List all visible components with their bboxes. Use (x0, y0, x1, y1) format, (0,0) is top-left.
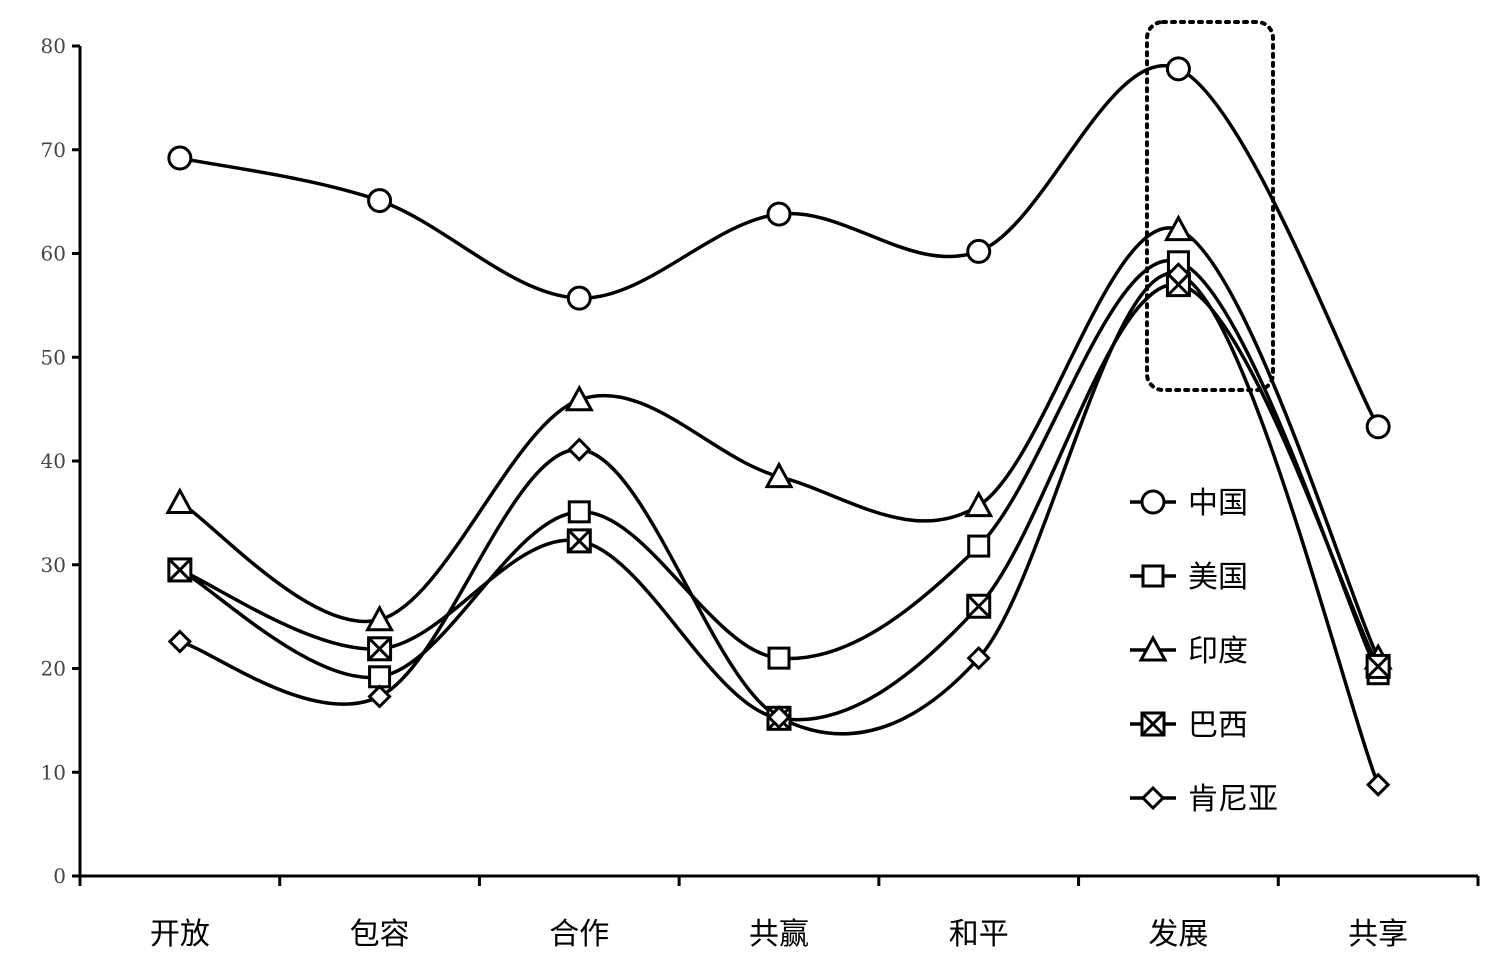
data-point (367, 188, 393, 214)
series-line-2 (178, 226, 1380, 659)
legend-item: 肯尼亚 (1130, 782, 1278, 817)
legend-label: 中国 (1188, 486, 1248, 521)
data-point (167, 629, 192, 654)
data-point (165, 487, 195, 514)
y-tick-label: 20 (41, 657, 66, 681)
legend-marker (1138, 634, 1168, 662)
data-point (1365, 653, 1391, 679)
data-point (167, 557, 193, 583)
legend-marker (1140, 489, 1166, 515)
data-point (367, 684, 392, 709)
series-line-4 (179, 271, 1380, 786)
x-tick-label: 共享 (1348, 917, 1408, 952)
y-tick-label: 50 (41, 345, 66, 369)
highlight-box (1145, 20, 1275, 392)
data-point (767, 646, 791, 670)
series-markers (165, 56, 1393, 797)
x-tick-label: 合作 (549, 917, 609, 952)
data-point (1163, 214, 1193, 242)
data-point (1166, 262, 1191, 287)
series-line-1 (179, 258, 1380, 680)
x-tick-label: 包容 (350, 917, 410, 952)
data-point (566, 285, 592, 311)
x-tick-label: 和平 (949, 917, 1009, 952)
legend-item: 中国 (1130, 486, 1248, 521)
legend-marker (1140, 711, 1166, 737)
data-point (964, 490, 994, 518)
legend-item: 美国 (1130, 560, 1248, 595)
data-point (1165, 56, 1191, 82)
legend-label: 肯尼亚 (1188, 782, 1278, 817)
y-tick-label: 80 (41, 34, 66, 58)
data-point (967, 534, 991, 558)
y-tick-label: 10 (41, 760, 66, 784)
legend-label: 美国 (1188, 560, 1248, 595)
data-point (764, 461, 794, 489)
data-point (564, 384, 594, 412)
series-line-0 (179, 64, 1380, 428)
x-tick-label: 发展 (1148, 917, 1208, 952)
data-point (167, 145, 193, 171)
legend-label: 印度 (1188, 634, 1248, 669)
y-tick-label: 0 (53, 864, 66, 888)
y-tick-label: 30 (41, 553, 66, 577)
legend-item: 巴西 (1130, 708, 1248, 743)
x-tick-label: 开放 (150, 917, 210, 952)
data-point (966, 593, 992, 619)
x-tick-label: 共赢 (749, 917, 809, 952)
y-axis-ticks: 0 10 20 30 40 50 60 70 80 (41, 34, 80, 888)
y-tick-label: 70 (41, 138, 66, 162)
data-point (766, 201, 792, 227)
data-point (567, 437, 592, 462)
x-axis-ticks: 开放 包容 合作 共赢 和平 发展 共享 (78, 876, 1480, 952)
data-point (1366, 772, 1391, 797)
legend-marker (1141, 564, 1165, 588)
legend-marker (1140, 785, 1166, 811)
y-tick-label: 60 (41, 242, 66, 266)
data-point (566, 528, 592, 554)
legend-label: 巴西 (1188, 708, 1248, 743)
data-point (365, 604, 395, 632)
data-point (966, 238, 992, 264)
series-lines (178, 64, 1380, 786)
data-point (766, 705, 792, 730)
data-point (1365, 414, 1391, 440)
data-point (367, 636, 393, 662)
data-point (567, 500, 591, 524)
data-point (368, 665, 392, 689)
legend-item: 印度 (1130, 634, 1248, 669)
data-point (966, 646, 991, 671)
y-tick-label: 40 (41, 449, 66, 473)
